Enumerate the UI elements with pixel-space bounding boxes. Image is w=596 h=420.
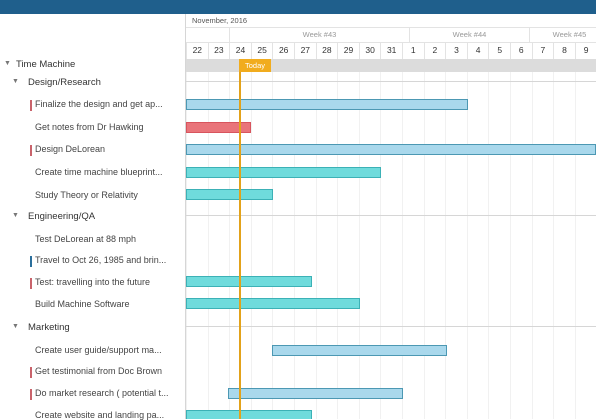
day-cell: 30 bbox=[358, 42, 381, 59]
day-cell: 1 bbox=[402, 42, 424, 59]
group-separator bbox=[186, 326, 596, 327]
task-marker bbox=[30, 145, 32, 156]
day-cell: 6 bbox=[510, 42, 532, 59]
chevron-down-icon[interactable]: ▼ bbox=[12, 323, 19, 330]
grid-line bbox=[423, 59, 425, 419]
day-cell: 26 bbox=[272, 42, 294, 59]
task-bar[interactable] bbox=[186, 298, 360, 309]
grid-line bbox=[315, 59, 317, 419]
task-row[interactable]: Get testimonial from Doc Brown bbox=[35, 366, 163, 376]
task-row[interactable]: Create user guide/support ma... bbox=[35, 345, 162, 355]
task-row[interactable]: Travel to Oct 26, 1985 and brin... bbox=[35, 255, 167, 265]
task-row[interactable]: Create website and landing pa... bbox=[35, 410, 165, 420]
day-cell: 22 bbox=[186, 42, 208, 59]
task-bar[interactable] bbox=[186, 167, 381, 178]
grid-line bbox=[488, 59, 490, 419]
grid-line bbox=[186, 59, 187, 419]
day-cell: 28 bbox=[315, 42, 338, 59]
task-row[interactable]: Create time machine blueprint... bbox=[35, 167, 163, 177]
task-row[interactable]: Design DeLorean bbox=[35, 144, 106, 154]
task-bar[interactable] bbox=[186, 189, 273, 200]
task-tree: ▼ Time Machine ▼ Design/Research Finaliz… bbox=[0, 14, 186, 420]
project-name[interactable]: Time Machine bbox=[16, 59, 76, 70]
task-bar[interactable] bbox=[186, 410, 312, 419]
pane-splitter[interactable] bbox=[185, 14, 186, 419]
chevron-down-icon[interactable]: ▼ bbox=[12, 212, 19, 219]
app-header-bar bbox=[0, 0, 596, 14]
week-label: Week #44 bbox=[409, 28, 529, 42]
group-engineering-qa[interactable]: Engineering/QA bbox=[28, 211, 96, 222]
day-cell: 23 bbox=[207, 42, 230, 59]
grid-line bbox=[294, 59, 295, 419]
grid-line bbox=[337, 59, 339, 419]
task-bar[interactable] bbox=[186, 99, 468, 110]
grid-line bbox=[445, 59, 447, 419]
task-bar[interactable] bbox=[186, 122, 251, 133]
task-marker bbox=[30, 256, 32, 267]
grid-line bbox=[250, 59, 252, 419]
grid-line bbox=[553, 59, 555, 419]
task-row[interactable]: Build Machine Software bbox=[35, 299, 130, 309]
day-cell: 7 bbox=[531, 42, 554, 59]
day-cell: 2 bbox=[423, 42, 446, 59]
today-marker-line bbox=[239, 59, 241, 419]
day-cell: 4 bbox=[466, 42, 489, 59]
day-cell: 8 bbox=[553, 42, 575, 59]
month-header: November, 2016 bbox=[186, 14, 596, 28]
task-row[interactable]: Get notes from Dr Hawking bbox=[35, 122, 144, 132]
task-row[interactable]: Study Theory or Relativity bbox=[35, 190, 138, 200]
day-cell: 5 bbox=[488, 42, 510, 59]
grid-line bbox=[402, 59, 403, 419]
grid-line bbox=[510, 59, 511, 419]
chevron-down-icon[interactable]: ▼ bbox=[12, 78, 19, 85]
gantt-chart: November, 2016 Week #43 Week #44 Week #4… bbox=[186, 14, 596, 419]
task-marker bbox=[30, 367, 32, 378]
chevron-down-icon[interactable]: ▼ bbox=[4, 60, 11, 67]
task-row[interactable]: Test DeLorean at 88 mph bbox=[35, 234, 137, 244]
task-row[interactable]: Finalize the design and get ap... bbox=[35, 99, 163, 109]
grid-line bbox=[574, 59, 576, 419]
today-label: Today bbox=[239, 59, 271, 72]
task-marker bbox=[30, 278, 32, 289]
grid-line bbox=[358, 59, 360, 419]
group-separator bbox=[186, 215, 596, 216]
grid-line bbox=[531, 59, 533, 419]
task-bar[interactable] bbox=[272, 345, 447, 356]
week-label: Week #45 bbox=[529, 28, 596, 42]
grid-line bbox=[272, 59, 274, 419]
week-label: Week #43 bbox=[229, 28, 409, 42]
task-bar[interactable] bbox=[186, 276, 312, 287]
task-row[interactable]: Do market research ( potential t... bbox=[35, 388, 169, 398]
day-header: 22 23 24 25 26 27 28 29 30 31 1 2 3 4 5 6 7 8 9 bbox=[186, 42, 596, 60]
task-row[interactable]: Test: travelling into the future bbox=[35, 277, 151, 287]
grid-line bbox=[380, 59, 382, 419]
group-design-research[interactable]: Design/Research bbox=[28, 77, 101, 88]
group-separator bbox=[186, 81, 596, 82]
grid-line bbox=[207, 59, 209, 419]
week-header: Week #43 Week #44 Week #45 bbox=[186, 28, 596, 43]
task-bar[interactable] bbox=[186, 144, 596, 155]
task-marker bbox=[30, 389, 32, 400]
task-bar[interactable] bbox=[228, 388, 403, 399]
day-cell: 29 bbox=[337, 42, 359, 59]
day-cell: 27 bbox=[294, 42, 316, 59]
group-marketing[interactable]: Marketing bbox=[28, 322, 70, 333]
day-cell: 9 bbox=[574, 42, 596, 59]
day-cell: 25 bbox=[250, 42, 273, 59]
task-marker bbox=[30, 100, 32, 111]
grid-line bbox=[229, 59, 231, 419]
day-cell: 31 bbox=[380, 42, 402, 59]
day-cell: 3 bbox=[445, 42, 467, 59]
grid-line bbox=[466, 59, 468, 419]
project-summary-bar bbox=[186, 59, 596, 72]
day-cell: 24 bbox=[229, 42, 251, 59]
